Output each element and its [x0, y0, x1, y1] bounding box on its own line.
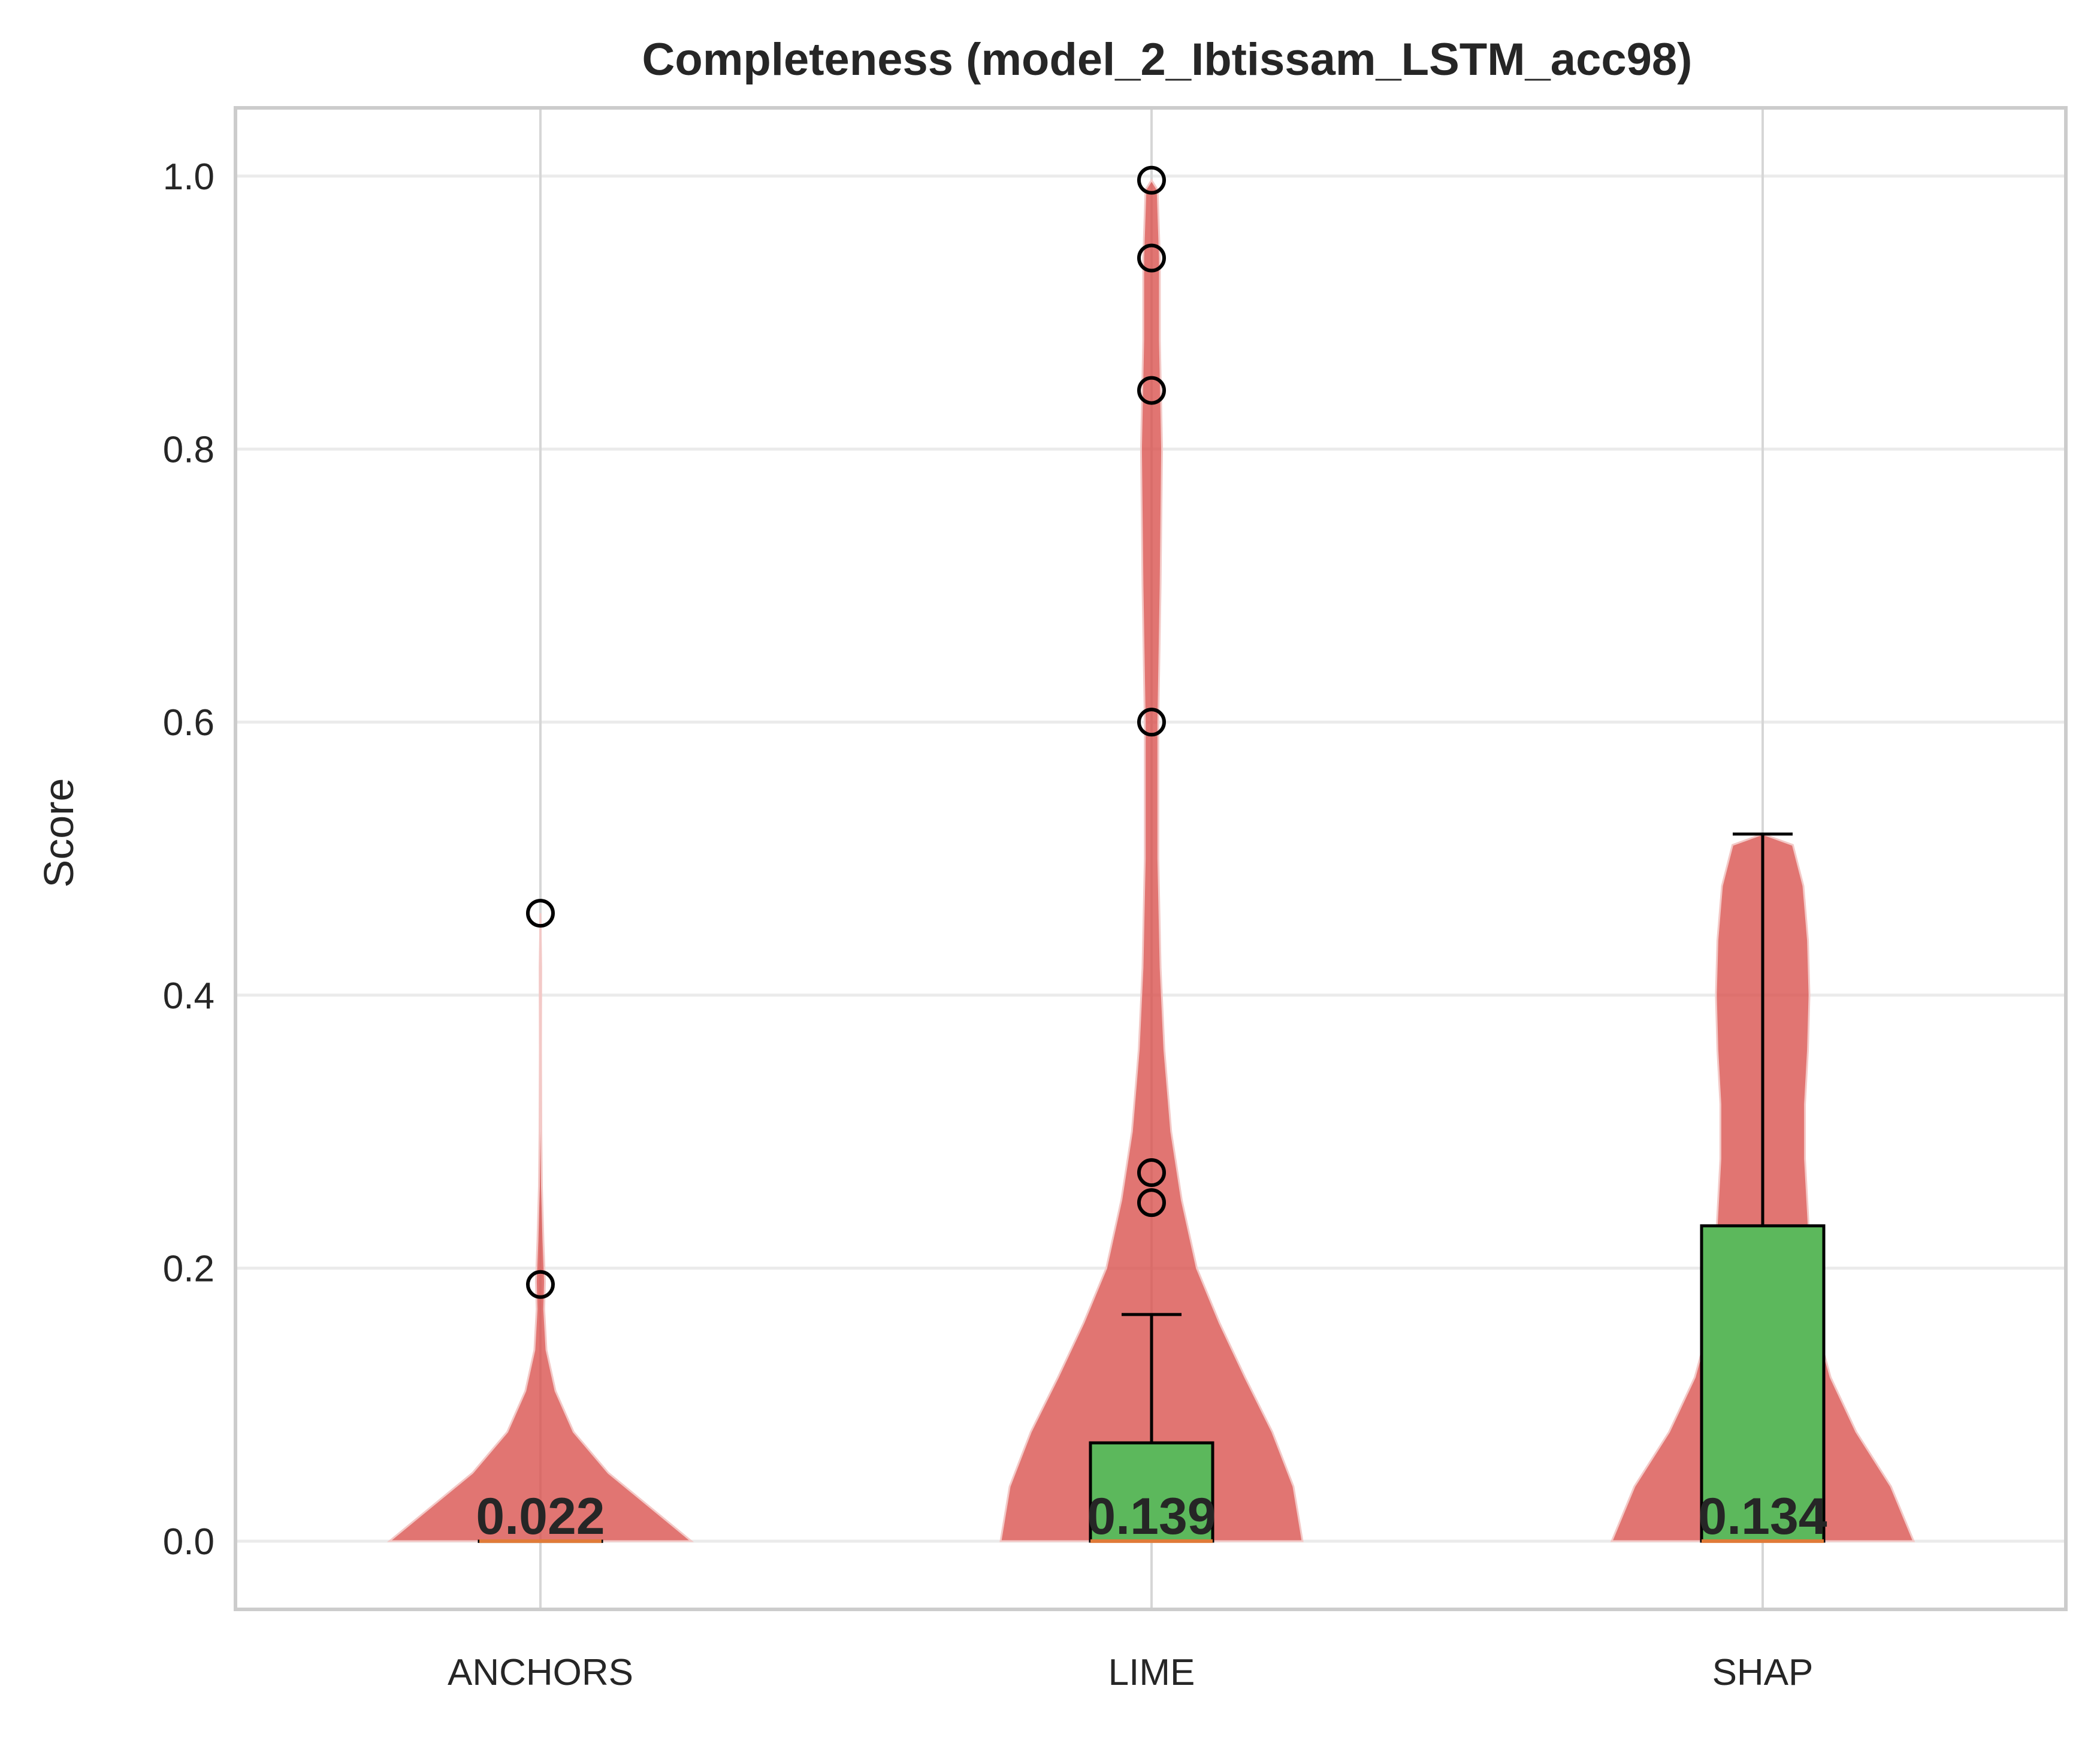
- outlier-point: [1137, 1158, 1166, 1187]
- violin-lime: [999, 178, 1304, 1542]
- mean-label-anchors: 0.022: [476, 1488, 605, 1545]
- x-tick-label-lime: LIME: [1108, 1652, 1195, 1693]
- plot-frame: [234, 106, 2068, 1611]
- y-tick-label: 0.2: [163, 1248, 214, 1289]
- y-tick-label: 0.0: [163, 1521, 214, 1563]
- outlier-point: [526, 1270, 555, 1299]
- mean-label-shap: 0.134: [1698, 1488, 1827, 1545]
- x-tick-label-shap: SHAP: [1712, 1652, 1814, 1693]
- outlier-point: [1137, 708, 1166, 737]
- y-axis-label: Score: [35, 778, 82, 888]
- y-tick-label: 0.8: [163, 430, 214, 471]
- box-shap: [1700, 1224, 1826, 1543]
- outlier-point: [1137, 165, 1166, 195]
- outlier-point: [1137, 376, 1166, 405]
- outlier-point: [1137, 243, 1166, 273]
- x-tick-label-anchors: ANCHORS: [448, 1652, 633, 1693]
- y-tick-label: 1.0: [163, 156, 214, 198]
- mean-label-lime: 0.139: [1087, 1488, 1216, 1545]
- chart-title: Completeness (model_2_Ibtissam_LSTM_acc9…: [642, 34, 1693, 85]
- outlier-point: [1137, 1188, 1166, 1218]
- y-tick-label: 0.6: [163, 702, 214, 744]
- violin-anchors: [386, 913, 694, 1542]
- outlier-point: [526, 899, 555, 928]
- y-tick-label: 0.4: [163, 975, 214, 1017]
- plot-area: 0.022 0.139 0.134 0.0 0.2 0.4 0.6 0.8 1.0 ANCHORS…: [163, 106, 2068, 1693]
